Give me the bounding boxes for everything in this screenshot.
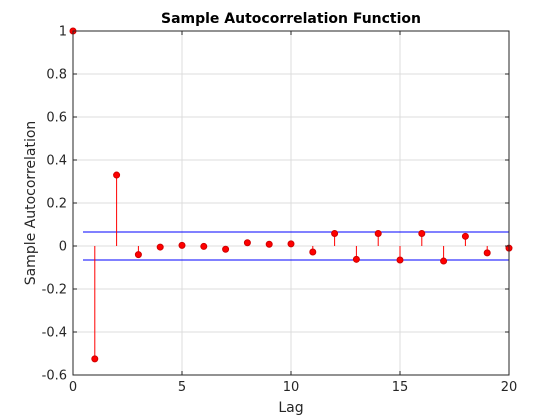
y-tick-label: -0.2: [42, 283, 67, 298]
x-axis-label: Lag: [278, 400, 303, 416]
x-tick-label: 5: [178, 380, 186, 395]
acf-marker: [461, 232, 469, 240]
acf-marker: [396, 256, 404, 264]
y-tick-label: -0.4: [42, 326, 67, 341]
x-tick-label: 10: [283, 380, 300, 395]
y-tick-label: 0: [59, 240, 67, 255]
x-axis-ticks: 0 5 10 15 20: [69, 31, 517, 395]
acf-marker: [440, 257, 448, 265]
acf-marker: [222, 245, 230, 253]
acf-marker: [418, 230, 426, 238]
chart-title: Sample Autocorrelation Function: [161, 11, 421, 27]
x-tick-label: 20: [501, 380, 518, 395]
acf-marker: [113, 171, 121, 179]
acf-marker: [287, 240, 295, 248]
acf-marker: [134, 251, 142, 259]
x-tick-label: 0: [69, 380, 77, 395]
acf-marker: [374, 230, 382, 238]
acf-marker: [483, 249, 491, 257]
acf-marker: [156, 243, 164, 251]
y-tick-label: -0.6: [42, 369, 67, 384]
acf-marker: [309, 248, 317, 256]
acf-marker: [200, 242, 208, 250]
acf-marker: [331, 230, 339, 238]
acf-marker: [91, 355, 99, 363]
y-tick-label: 0.2: [46, 197, 67, 212]
y-tick-label: 1: [59, 25, 67, 40]
x-tick-label: 15: [392, 380, 409, 395]
acf-marker: [243, 239, 251, 247]
y-tick-label: 0.6: [46, 111, 67, 126]
confidence-bounds: [83, 231, 509, 261]
y-axis-label: Sample Autocorrelation: [23, 121, 39, 286]
y-axis-ticks: -0.6 -0.4 -0.2 0 0.2 0.4 0.6 0.8 1: [42, 25, 509, 384]
acf-marker: [178, 241, 186, 249]
acf-marker: [352, 255, 360, 263]
y-tick-label: 0.8: [46, 68, 67, 83]
acf-marker: [265, 240, 273, 248]
y-tick-label: 0.4: [46, 154, 67, 169]
